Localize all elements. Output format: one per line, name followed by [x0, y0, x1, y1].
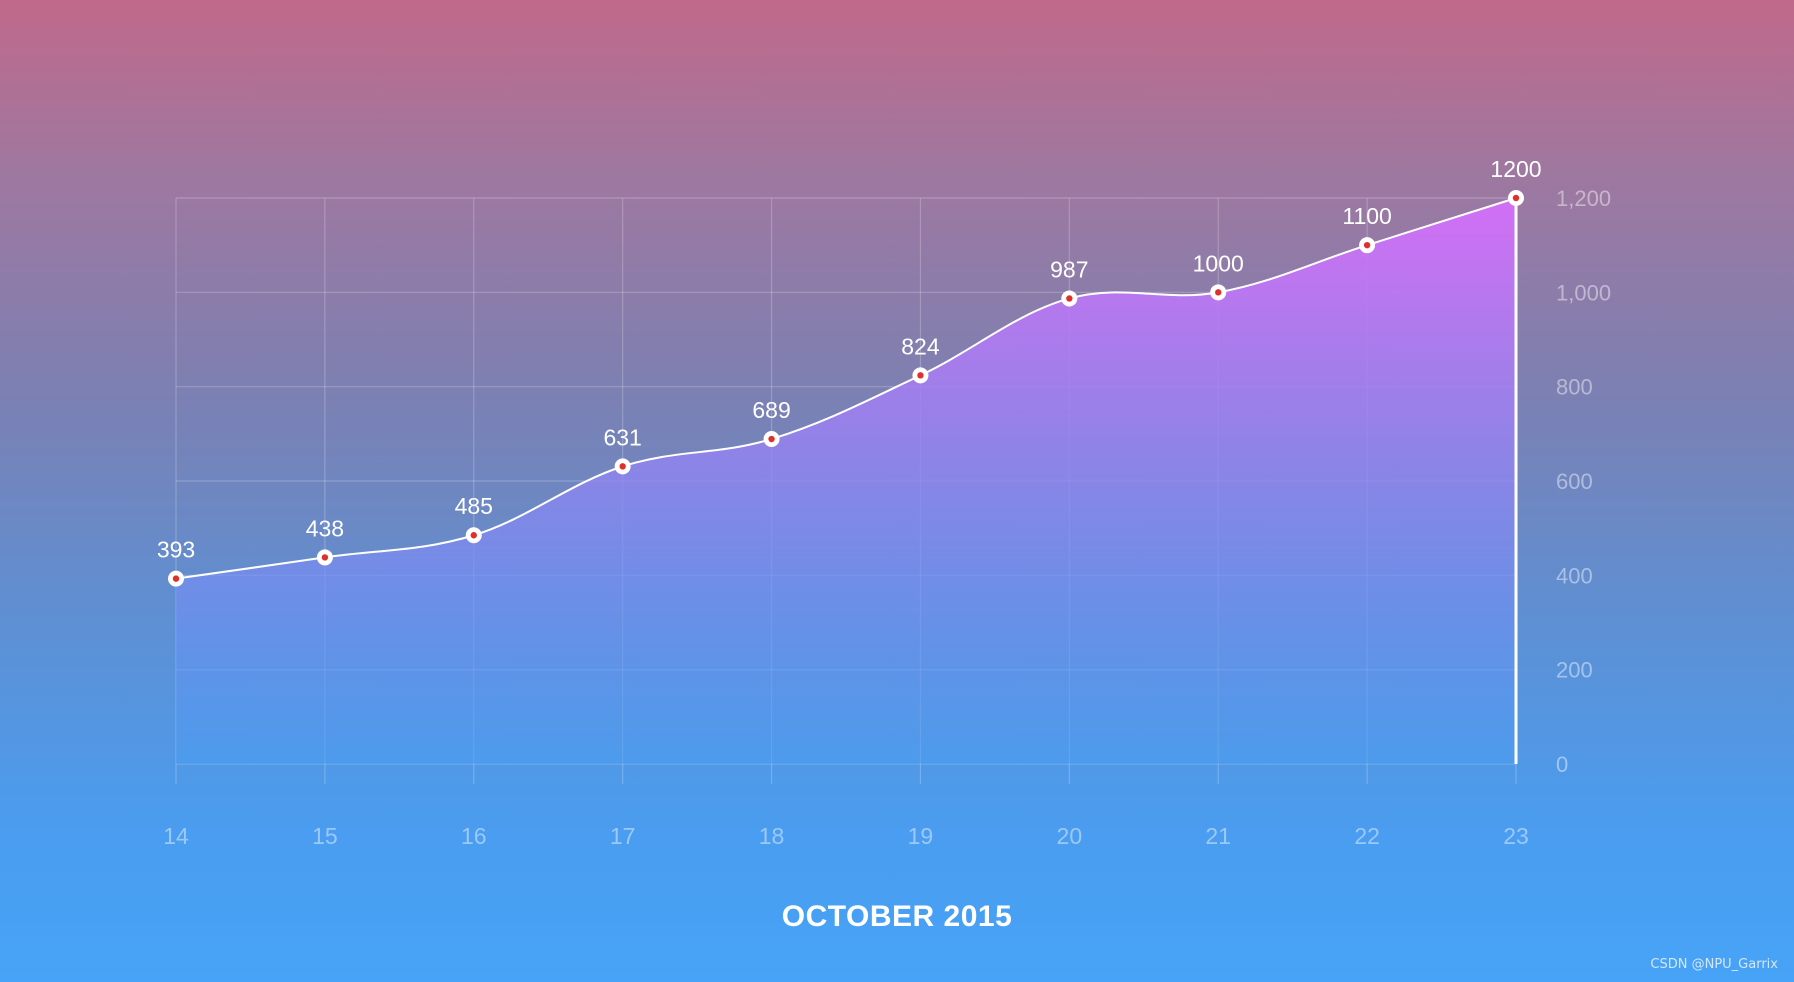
data-point-center [917, 372, 924, 379]
data-point-center [1215, 289, 1222, 296]
data-label: 987 [1050, 256, 1088, 282]
data-label: 438 [306, 515, 344, 541]
data-label: 393 [157, 537, 195, 563]
x-tick-label: 16 [461, 823, 487, 849]
x-tick-label: 17 [610, 823, 636, 849]
data-label: 1000 [1193, 250, 1244, 276]
y-axis-ticks: 0 200 400 600 800 1,000 1,200 [1556, 186, 1611, 777]
x-tick-label: 15 [312, 823, 338, 849]
data-labels: 393 438 485 631 689 824 987 1000 1100 1200 [157, 156, 1542, 563]
y-tick-label: 400 [1556, 563, 1593, 588]
x-tick-label: 14 [163, 823, 189, 849]
y-tick-label: 1,200 [1556, 186, 1611, 211]
data-point-center [470, 532, 477, 539]
data-point-center [768, 435, 775, 443]
data-point-center [1066, 295, 1073, 302]
series-line [175, 197, 1517, 580]
data-label: 485 [455, 493, 493, 519]
x-tick-label: 19 [908, 823, 934, 849]
data-point-center [1512, 194, 1520, 202]
data-point-center [172, 575, 180, 582]
data-point-center [619, 463, 626, 470]
x-axis-ticks: 14 15 16 17 18 19 20 21 22 23 [163, 823, 1529, 849]
y-tick-label: 1,000 [1556, 280, 1611, 305]
area-fill [176, 198, 1516, 764]
y-tick-label: 0 [1556, 752, 1568, 777]
data-point-center [321, 554, 329, 561]
data-label: 824 [901, 333, 940, 359]
x-tick-label: 23 [1503, 823, 1529, 849]
y-tick-label: 200 [1556, 658, 1593, 683]
x-tick-label: 20 [1057, 823, 1083, 849]
x-tick-label: 21 [1205, 823, 1231, 849]
x-tick-label: 18 [759, 823, 785, 849]
y-tick-label: 800 [1556, 375, 1593, 400]
data-label: 1100 [1342, 203, 1391, 229]
data-label: 631 [603, 424, 641, 450]
y-tick-label: 600 [1556, 469, 1593, 494]
area-series [175, 197, 1518, 764]
x-tick-label: 22 [1354, 823, 1380, 849]
data-point-center [1363, 241, 1371, 249]
x-axis-title: OCTOBER 2015 [781, 900, 1013, 933]
markers [168, 190, 1524, 587]
watermark: CSDN @NPU_Garrix [1650, 957, 1778, 972]
data-label: 1200 [1490, 156, 1541, 182]
data-label: 689 [752, 397, 790, 423]
